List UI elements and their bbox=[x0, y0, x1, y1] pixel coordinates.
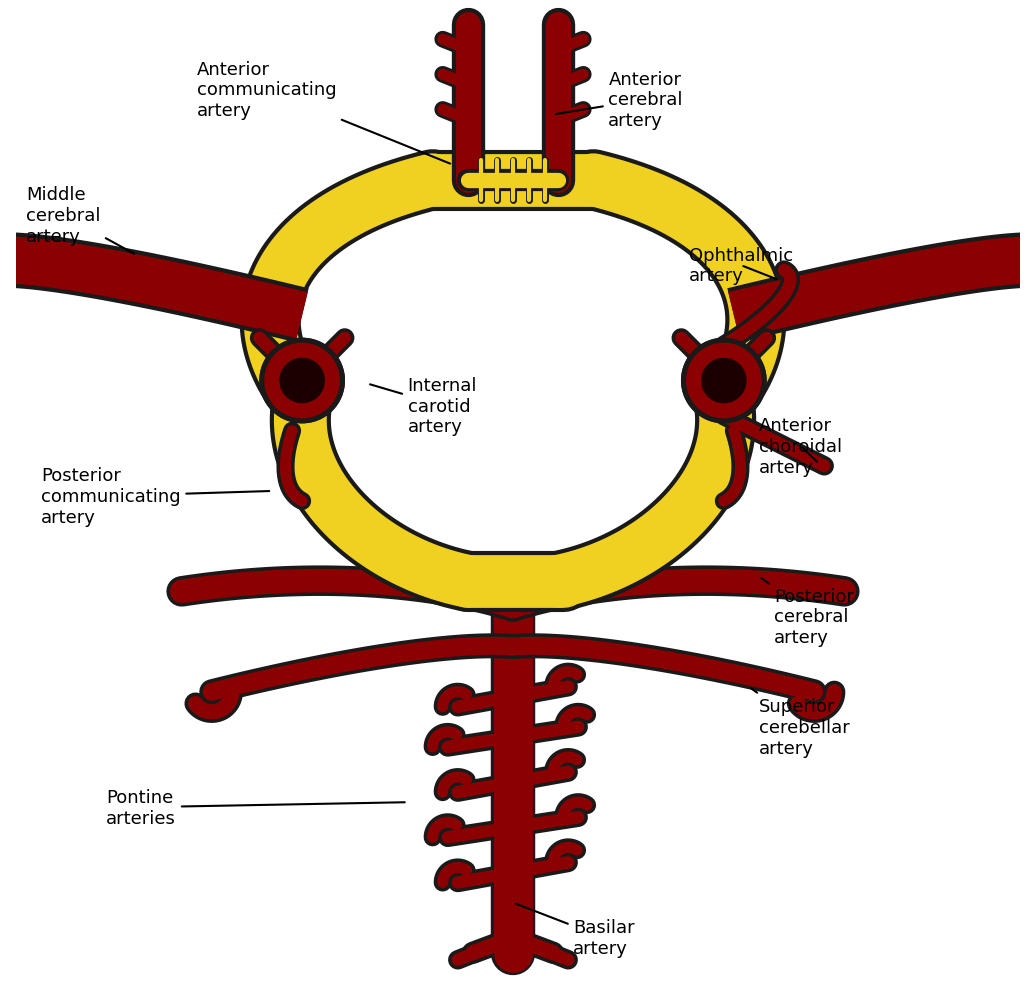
Circle shape bbox=[701, 359, 746, 403]
Text: Superior
cerebellar
artery: Superior cerebellar artery bbox=[751, 689, 850, 757]
Circle shape bbox=[260, 339, 344, 423]
Text: Ophthalmic
artery: Ophthalmic artery bbox=[689, 247, 793, 285]
Circle shape bbox=[265, 344, 339, 418]
Circle shape bbox=[260, 339, 344, 423]
Circle shape bbox=[682, 339, 766, 423]
Circle shape bbox=[682, 339, 766, 423]
Text: Middle
cerebral
artery: Middle cerebral artery bbox=[26, 186, 134, 255]
Circle shape bbox=[701, 359, 746, 403]
Text: Basilar
artery: Basilar artery bbox=[516, 904, 635, 957]
Text: Anterior
communicating
artery: Anterior communicating artery bbox=[197, 60, 451, 164]
Text: Posterior
communicating
artery: Posterior communicating artery bbox=[41, 466, 269, 527]
Circle shape bbox=[280, 359, 324, 403]
Text: Pontine
arteries: Pontine arteries bbox=[107, 788, 405, 826]
Circle shape bbox=[265, 344, 339, 418]
Text: Posterior
cerebral
artery: Posterior cerebral artery bbox=[761, 579, 854, 647]
Text: Internal
carotid
artery: Internal carotid artery bbox=[370, 376, 477, 436]
Circle shape bbox=[687, 344, 761, 418]
Circle shape bbox=[687, 344, 761, 418]
Circle shape bbox=[280, 359, 324, 403]
Text: Anterior
choroidal
artery: Anterior choroidal artery bbox=[759, 416, 842, 476]
Text: Anterior
cerebral
artery: Anterior cerebral artery bbox=[556, 70, 683, 130]
